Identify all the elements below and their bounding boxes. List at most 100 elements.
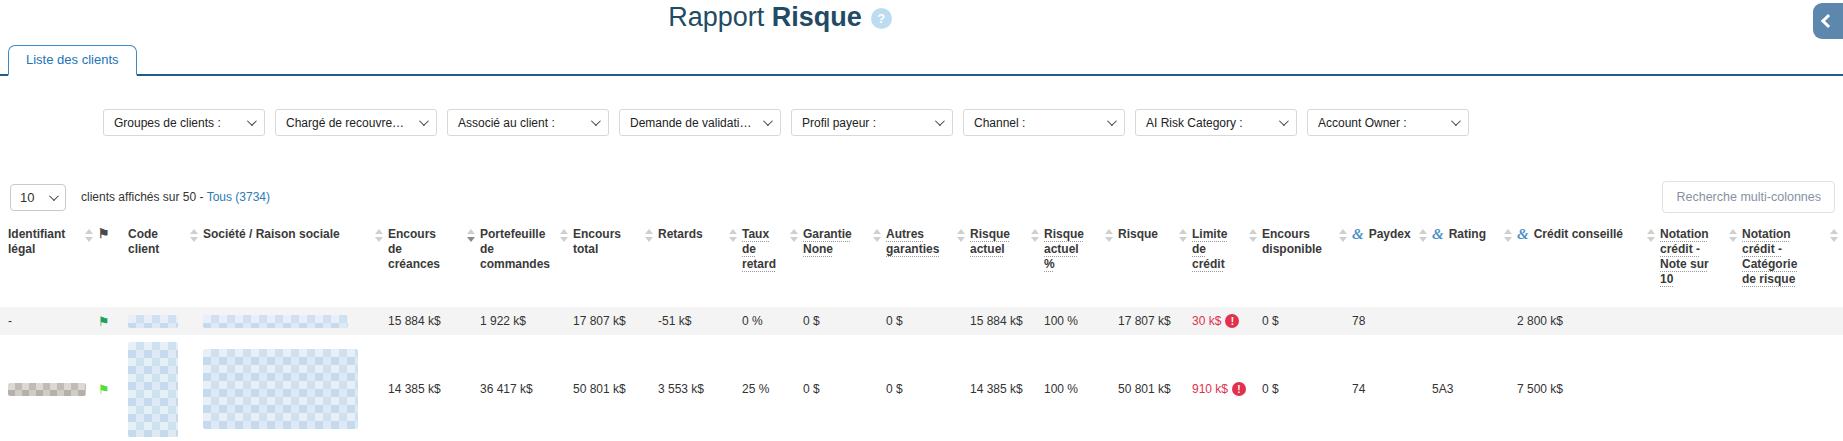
dnb-icon: & [1432,227,1444,241]
sort-asc-icon [729,229,737,234]
column-header-garantie_none[interactable]: Garantie None [803,227,886,307]
column-header-credit_conseille[interactable]: &Crédit conseillé [1517,227,1660,307]
sort-icon[interactable] [1339,229,1347,242]
filter-demande-de-validation[interactable]: Demande de validation de l... [619,109,781,136]
sort-icon[interactable] [190,229,198,242]
sort-icon[interactable] [1729,229,1737,242]
cell-code_client [128,315,203,328]
sort-icon[interactable] [957,229,965,242]
column-label: Paydex [1369,227,1411,242]
sort-icon[interactable] [560,229,568,242]
column-header-notation_categorie[interactable]: Notation crédit - Catégorie de risque [1742,227,1843,307]
cell-value: 30 k$ [1192,314,1221,328]
sort-icon[interactable] [729,229,737,242]
sort-asc-icon [190,229,198,234]
filter-ai-risk-category[interactable]: AI Risk Category : [1135,109,1297,136]
filter-associe-au-client[interactable]: Associé au client : [447,109,609,136]
results-summary-text: clients affichés sur 50 - [81,190,207,204]
sort-icon[interactable] [1179,229,1187,242]
column-header-risque_actuel[interactable]: Risque actuel [970,227,1044,307]
filter-profil-payeur[interactable]: Profil payeur : [791,109,953,136]
column-header-taux_retard[interactable]: Taux de retard [742,227,803,307]
chevron-down-icon [1279,116,1289,126]
column-header-risque_actuel_pct[interactable]: Risque actuel % [1044,227,1118,307]
cell-value: 100 % [1044,382,1078,396]
sort-icon[interactable] [1031,229,1039,242]
cell-value: 2 800 k$ [1517,314,1563,328]
help-icon[interactable]: ? [871,8,892,29]
column-header-limite_credit[interactable]: Limite de crédit [1192,227,1262,307]
column-label: Rating [1449,227,1486,242]
filter-groupes-de-clients[interactable]: Groupes de clients : [103,109,265,136]
column-header-paydex[interactable]: &Paydex [1352,227,1432,307]
cell-value: 3 553 k$ [658,382,704,396]
chevron-down-icon [591,116,601,126]
sort-icon[interactable] [873,229,881,242]
sort-icon[interactable] [467,229,475,242]
column-header-portefeuille_commandes[interactable]: Portefeuille de commandes [480,227,573,307]
cell-risque_actuel_pct: 100 % [1044,314,1118,328]
page-title-bold: Risque [772,2,862,32]
filter-label: Chargé de recouvrement : [286,116,413,130]
tab-liste-des-clients[interactable]: Liste des clients [8,45,137,76]
cell-value: 17 807 k$ [573,314,626,328]
sort-asc-icon [1179,229,1187,234]
column-label: Retards [658,227,703,242]
page-size-select[interactable]: 10 [10,184,66,211]
collapse-panel-button[interactable] [1813,3,1843,39]
column-header-encours_disponible[interactable]: Encours disponible [1262,227,1352,307]
table-row[interactable]: ⚑14 385 k$36 417 k$50 801 k$3 553 k$25 %… [0,335,1843,441]
sort-asc-icon [85,229,93,234]
sort-icon[interactable] [790,229,798,242]
cell-value: - [8,314,12,328]
sort-icon[interactable] [1504,229,1512,242]
column-header-societe[interactable]: Société / Raison sociale [203,227,388,307]
column-header-identifiant_legal[interactable]: Identifiant légal [8,227,98,307]
column-header-encours_total[interactable]: Encours total [573,227,658,307]
sort-icon[interactable] [1647,229,1655,242]
sort-icon[interactable] [1249,229,1257,242]
cell-value: 0 $ [1262,314,1279,328]
alert-icon[interactable]: ! [1225,314,1239,328]
column-header-encours_creances[interactable]: Encours de créances [388,227,480,307]
flag-icon: ⚑ [98,383,110,396]
app-root: Rapport Risque? Liste des clients Groupe… [0,0,1843,441]
sort-icon[interactable] [1419,229,1427,242]
column-header-code_client[interactable]: Code client [128,227,203,307]
page-title-regular: Rapport [668,2,764,32]
redacted-code_client [128,315,178,328]
sort-desc-icon [467,237,475,242]
sort-asc-icon [1729,229,1737,234]
cell-autres_garanties: 0 $ [886,314,970,328]
redacted-identifiant_legal [8,383,86,396]
column-header-notation_note[interactable]: Notation crédit - Note sur 10 [1660,227,1742,307]
column-header-flag: ⚑ [98,227,128,307]
column-header-autres_garanties[interactable]: Autres garanties [886,227,970,307]
table-row[interactable]: -⚑15 884 k$1 922 k$17 807 k$-51 k$0 %0 $… [0,307,1843,335]
sort-desc-icon [729,237,737,242]
sort-icon[interactable] [645,229,653,242]
filter-charge-de-recouvrement[interactable]: Chargé de recouvrement : [275,109,437,136]
cell-value: 1 922 k$ [480,314,526,328]
cell-encours_creances: 14 385 k$ [388,382,480,396]
cell-encours_total: 17 807 k$ [573,314,658,328]
cell-encours_creances: 15 884 k$ [388,314,480,328]
column-header-retards[interactable]: Retards [658,227,742,307]
sort-icon[interactable] [85,229,93,242]
filter-label: Demande de validation de l... [630,116,757,130]
sort-icon[interactable] [375,229,383,242]
flag-icon: ⚑ [98,227,110,240]
column-label: Autres garanties [886,227,939,257]
cell-paydex: 74 [1352,382,1432,396]
tous-link[interactable]: Tous (3734) [207,190,270,204]
cell-flag: ⚑ [98,383,128,396]
sort-desc-icon [873,237,881,242]
column-header-risque[interactable]: Risque [1118,227,1192,307]
filter-channel[interactable]: Channel : [963,109,1125,136]
column-header-rating[interactable]: &Rating [1432,227,1517,307]
sort-icon[interactable] [1830,229,1838,242]
alert-icon[interactable]: ! [1232,382,1246,396]
filter-account-owner[interactable]: Account Owner : [1307,109,1469,136]
multi-column-search-button[interactable]: Recherche multi-colonnes [1662,181,1835,213]
sort-icon[interactable] [1105,229,1113,242]
